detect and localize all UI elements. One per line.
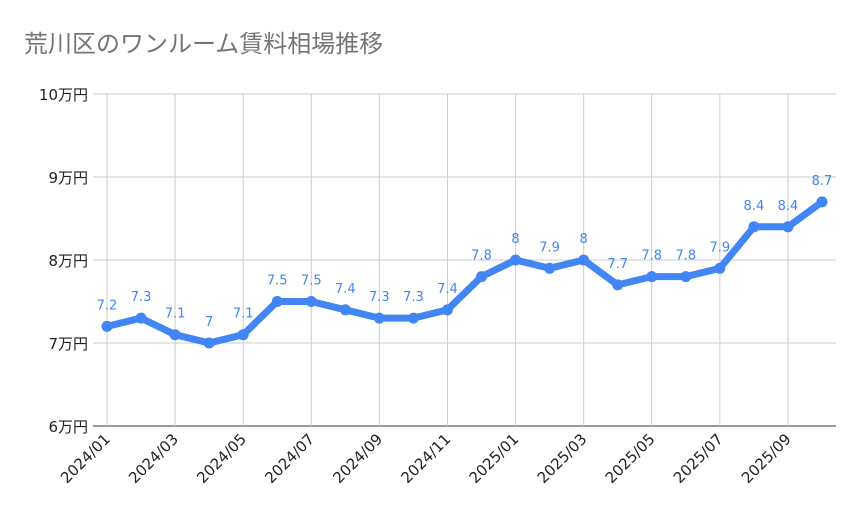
data-label: 7.1 xyxy=(165,307,186,322)
x-tick-label: 2024/01 xyxy=(57,430,114,487)
x-tick-label: 2024/09 xyxy=(329,430,386,487)
data-point xyxy=(237,329,249,341)
data-point xyxy=(510,254,522,266)
data-point xyxy=(646,271,658,283)
data-point xyxy=(476,271,488,283)
x-tick-label: 2025/05 xyxy=(602,430,659,487)
y-tick-label: 7万円 xyxy=(48,335,88,353)
x-tick-label: 2025/03 xyxy=(534,430,591,487)
data-point xyxy=(339,304,351,316)
y-tick-label: 9万円 xyxy=(48,169,88,187)
data-point xyxy=(271,296,283,307)
data-label: 7.4 xyxy=(335,282,356,297)
data-point xyxy=(782,221,794,233)
data-label: 7.2 xyxy=(97,298,118,313)
data-label: 7.1 xyxy=(233,307,254,322)
data-point xyxy=(612,279,624,291)
data-point xyxy=(135,312,147,324)
data-label: 7.8 xyxy=(675,249,696,264)
x-tick-label: 2025/07 xyxy=(670,430,727,487)
y-tick-label: 8万円 xyxy=(48,252,88,270)
data-label: 7.4 xyxy=(437,282,458,297)
data-point xyxy=(169,329,181,341)
data-point xyxy=(748,221,760,233)
data-label: 8.7 xyxy=(812,174,833,189)
data-point xyxy=(101,320,113,332)
data-label: 7.3 xyxy=(131,290,152,305)
x-tick-label: 2024/11 xyxy=(398,430,455,487)
chart-title: 荒川区のワンルーム賃料相場推移 xyxy=(24,30,383,58)
data-label: 7.8 xyxy=(641,249,662,264)
data-label: 7.9 xyxy=(539,240,560,255)
y-tick-label: 6万円 xyxy=(48,418,88,436)
data-point xyxy=(816,196,828,208)
data-label: 7.9 xyxy=(710,240,731,255)
data-label: 7.7 xyxy=(607,257,628,272)
data-label: 8.4 xyxy=(744,199,765,214)
data-point xyxy=(407,312,419,324)
data-point xyxy=(441,304,453,316)
series-line xyxy=(103,198,826,347)
data-point xyxy=(544,262,556,274)
data-point xyxy=(680,271,692,283)
data-label: 8 xyxy=(580,232,588,247)
data-label: 8.4 xyxy=(778,199,799,214)
data-point xyxy=(203,337,215,349)
data-point xyxy=(305,296,317,307)
data-label: 7.3 xyxy=(369,290,390,305)
data-point xyxy=(714,262,726,274)
y-tick-label: 10万円 xyxy=(39,86,88,104)
data-label: 7 xyxy=(205,315,213,330)
data-label: 8 xyxy=(511,232,519,247)
x-tick-label: 2024/03 xyxy=(125,430,182,487)
data-label: 7.8 xyxy=(471,249,492,264)
data-label: 7.5 xyxy=(301,274,322,289)
data-point xyxy=(578,254,590,266)
data-label: 7.3 xyxy=(403,290,424,305)
x-tick-label: 2025/01 xyxy=(466,430,523,487)
data-label: 7.5 xyxy=(267,274,288,289)
x-tick-label: 2024/07 xyxy=(261,430,318,487)
x-tick-label: 2025/09 xyxy=(738,430,795,487)
data-point xyxy=(373,312,385,324)
x-tick-label: 2024/05 xyxy=(193,430,250,487)
